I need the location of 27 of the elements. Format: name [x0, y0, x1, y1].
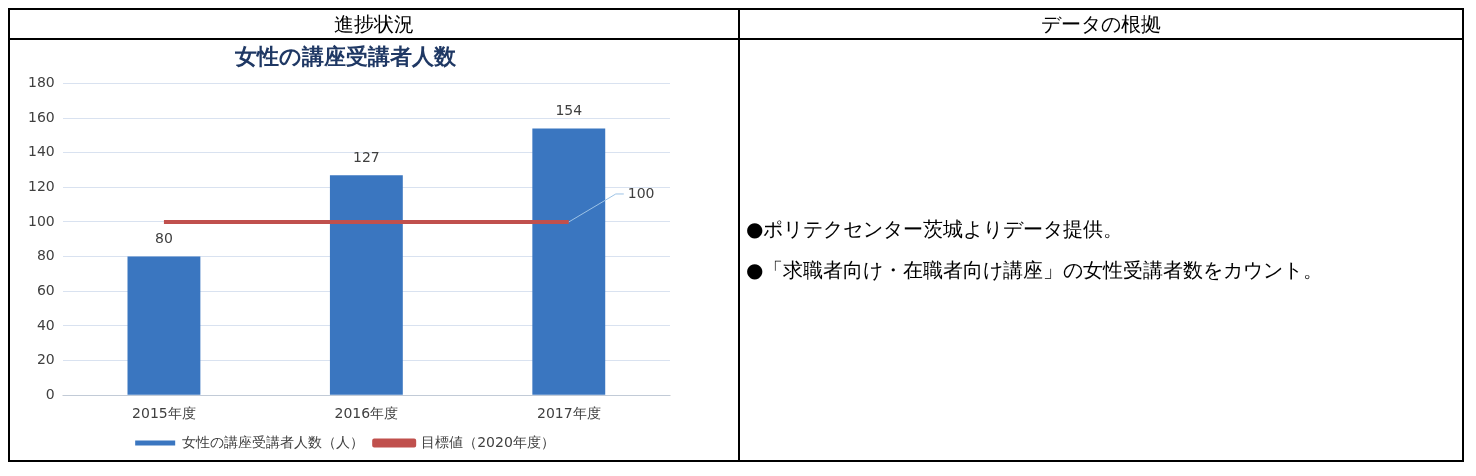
text: ●「求職者向け・在職者向け講座」の女性受講者数をカウント。 [746, 257, 1325, 284]
y-tick-label: 160 [27, 108, 55, 125]
text: ●ポリテクセンター茨城よりデータ提供。 [746, 216, 1125, 243]
bar [329, 175, 403, 395]
y-tick-label: 180 [27, 74, 55, 91]
data-label: 80 [155, 230, 173, 247]
x-tick-label: 2015年度 [132, 405, 196, 422]
bar [532, 128, 606, 395]
y-tick-label: 120 [27, 177, 55, 194]
y-tick-label: 40 [36, 316, 55, 333]
chart-title: 女性の講座受講者人数 [233, 43, 457, 69]
y-tick-label: 140 [27, 143, 55, 160]
y-tick-label: 0 [45, 385, 55, 402]
y-tick-label: 100 [27, 212, 55, 229]
data-label: 127 [352, 148, 380, 165]
data-label: 100 [627, 184, 655, 201]
x-tick-label: 2017年度 [536, 405, 601, 422]
data-label: 154 [555, 102, 583, 119]
x-tick-label: 2016年度 [334, 405, 399, 422]
legend-label: 女性の講座受講者人数（人） [182, 433, 365, 450]
bar [127, 256, 201, 395]
y-tick-label: 60 [36, 281, 55, 298]
legend-label: 目標値（2020年度） [421, 433, 555, 450]
text: データの根拠 [739, 9, 1463, 39]
y-tick-label: 80 [36, 247, 55, 264]
text: 進捗状況 [9, 9, 739, 39]
y-tick-label: 20 [36, 351, 55, 368]
